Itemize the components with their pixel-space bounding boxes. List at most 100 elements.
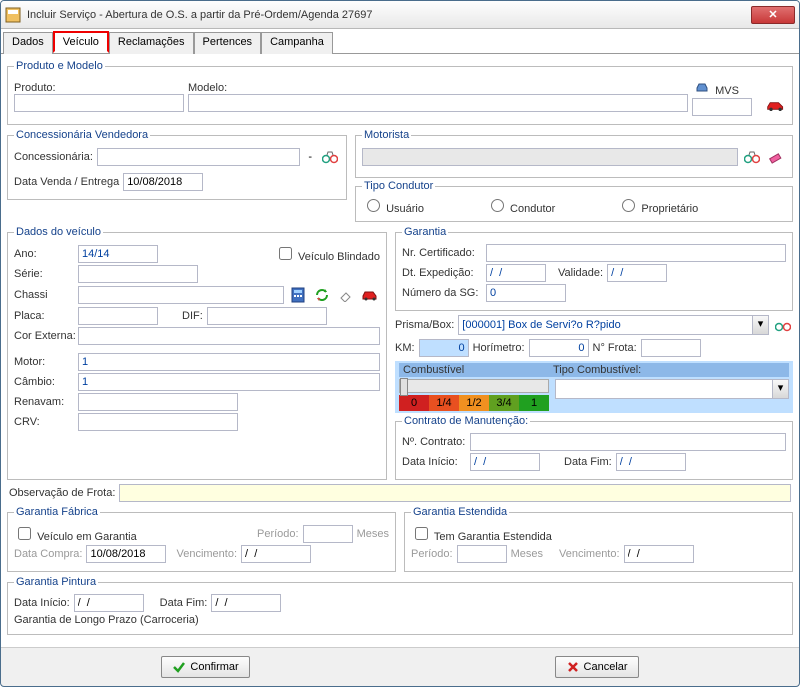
tab-reclamacoes[interactable]: Reclamações (109, 32, 194, 54)
motorista-input[interactable] (362, 148, 738, 166)
gp-inicio-input[interactable] (74, 594, 144, 612)
nr-cert-input[interactable] (486, 244, 786, 262)
placa-input[interactable] (78, 307, 158, 325)
num-contrato-label: Nº. Contrato: (402, 436, 466, 448)
validade-label: Validade: (558, 267, 603, 279)
close-button[interactable]: ✕ (751, 6, 795, 24)
data-venda-label: Data Venda / Entrega (14, 176, 119, 188)
tipo-condutor-legend: Tipo Condutor (362, 180, 435, 192)
cor-input[interactable] (78, 327, 380, 345)
data-venda-input[interactable] (123, 173, 203, 191)
renavam-input[interactable] (78, 393, 238, 411)
prisma-label: Prisma/Box: (395, 319, 454, 331)
tab-campanha[interactable]: Campanha (261, 32, 333, 54)
mvs-input[interactable] (692, 98, 752, 116)
data-compra-label: Data Compra: (14, 548, 82, 560)
concessionaria-group: Concessionária Vendedora Concessionária:… (7, 129, 347, 200)
binoculars-icon[interactable] (320, 147, 340, 167)
horimetro-label: Horímetro: (473, 342, 525, 354)
renavam-label: Renavam: (14, 396, 74, 408)
produto-modelo-group: Produto e Modelo Produto: Modelo: MVS (7, 60, 793, 125)
data-compra-input[interactable] (86, 545, 166, 563)
concessionaria-label: Concessionária: (14, 151, 93, 163)
refresh-icon[interactable] (312, 285, 332, 305)
produto-label: Produto: (14, 82, 56, 94)
crv-label: CRV: (14, 416, 74, 428)
car-red-icon[interactable] (766, 96, 786, 116)
modelo-label: Modelo: (188, 82, 227, 94)
garantia-fabrica-legend: Garantia Fábrica (14, 506, 100, 518)
obs-frota-input[interactable] (119, 484, 791, 502)
radio-proprietario[interactable]: Proprietário (617, 196, 698, 215)
ge-venc-input[interactable] (624, 545, 694, 563)
concessionaria-input[interactable] (97, 148, 300, 166)
ano-input[interactable] (78, 245, 158, 263)
ge-venc-label: Vencimento: (559, 548, 620, 560)
fuel-seg-4: 1 (519, 395, 549, 411)
garantia-pintura-group: Garantia Pintura Data Início: Data Fim: … (7, 576, 793, 635)
frota-label: N° Frota: (593, 342, 637, 354)
window-title: Incluir Serviço - Abertura de O.S. a par… (27, 9, 751, 21)
contrato-fim-input[interactable] (616, 453, 686, 471)
binoculars-icon[interactable] (773, 315, 793, 335)
tem-garantia-check[interactable]: Tem Garantia Estendida (411, 524, 552, 543)
chevron-down-icon[interactable]: ▾ (752, 316, 768, 334)
serie-input[interactable] (78, 265, 198, 283)
tipo-combustivel-combo[interactable]: ▾ (555, 379, 789, 399)
check-icon (172, 660, 186, 674)
contrato-group: Contrato de Manutenção: Nº. Contrato: Da… (395, 415, 793, 480)
prisma-combo[interactable]: [000001] Box de Servi?o R?pido ▾ (458, 315, 769, 335)
garantia-group: Garantia Nr. Certificado: Dt. Expedição:… (395, 226, 793, 311)
eraser-icon[interactable] (766, 147, 786, 167)
produto-input[interactable] (14, 94, 184, 112)
veiculo-garantia-check[interactable]: Veículo em Garantia (14, 524, 137, 543)
validade-input[interactable] (607, 264, 667, 282)
km-input[interactable] (419, 339, 469, 357)
periodo-input[interactable] (303, 525, 353, 543)
ge-periodo-input[interactable] (457, 545, 507, 563)
binoculars-icon[interactable] (742, 147, 762, 167)
calculator-icon[interactable] (288, 285, 308, 305)
frota-input[interactable] (641, 339, 701, 357)
confirmar-button[interactable]: Confirmar (161, 656, 249, 678)
dt-exp-input[interactable] (486, 264, 546, 282)
dif-label: DIF: (182, 310, 203, 322)
fuel-seg-1: 1/4 (429, 395, 459, 411)
car-small-icon[interactable] (360, 285, 380, 305)
ge-meses-label: Meses (511, 548, 543, 560)
km-label: KM: (395, 342, 415, 354)
cambio-input[interactable] (78, 373, 380, 391)
tab-dados[interactable]: Dados (3, 32, 53, 54)
cor-label: Cor Externa: (14, 330, 74, 342)
chevron-down-icon[interactable]: ▾ (772, 380, 788, 398)
radio-usuario[interactable]: Usuário (362, 196, 424, 215)
serie-label: Série: (14, 268, 74, 280)
fuel-slider[interactable] (399, 379, 549, 393)
eraser2-icon[interactable] (336, 285, 356, 305)
motor-label: Motor: (14, 356, 74, 368)
garantia-legend: Garantia (402, 226, 448, 238)
chassi-input[interactable] (78, 286, 284, 304)
contrato-inicio-input[interactable] (470, 453, 540, 471)
num-sg-input[interactable] (486, 284, 566, 302)
gp-fim-input[interactable] (211, 594, 281, 612)
tipo-combustivel-label: Tipo Combustível: (553, 364, 641, 376)
motor-input[interactable] (78, 353, 380, 371)
radio-condutor[interactable]: Condutor (486, 196, 555, 215)
obs-frota-label: Observação de Frota: (9, 487, 115, 499)
blindado-check[interactable]: Veículo Blindado (275, 244, 380, 263)
cancelar-button[interactable]: Cancelar (555, 656, 639, 678)
produto-modelo-legend: Produto e Modelo (14, 60, 105, 72)
tab-pertences[interactable]: Pertences (194, 32, 262, 54)
horimetro-input[interactable] (529, 339, 589, 357)
gp-inicio-label: Data Início: (14, 597, 70, 609)
dif-input[interactable] (207, 307, 327, 325)
num-contrato-input[interactable] (470, 433, 786, 451)
tipo-condutor-group: Tipo Condutor Usuário Condutor Proprietá… (355, 180, 793, 222)
concess-sep: - (304, 151, 316, 163)
crv-input[interactable] (78, 413, 238, 431)
vencimento-input[interactable] (241, 545, 311, 563)
contrato-fim-label: Data Fim: (564, 456, 612, 468)
modelo-input[interactable] (188, 94, 688, 112)
tab-veiculo[interactable]: Veículo (53, 31, 109, 53)
